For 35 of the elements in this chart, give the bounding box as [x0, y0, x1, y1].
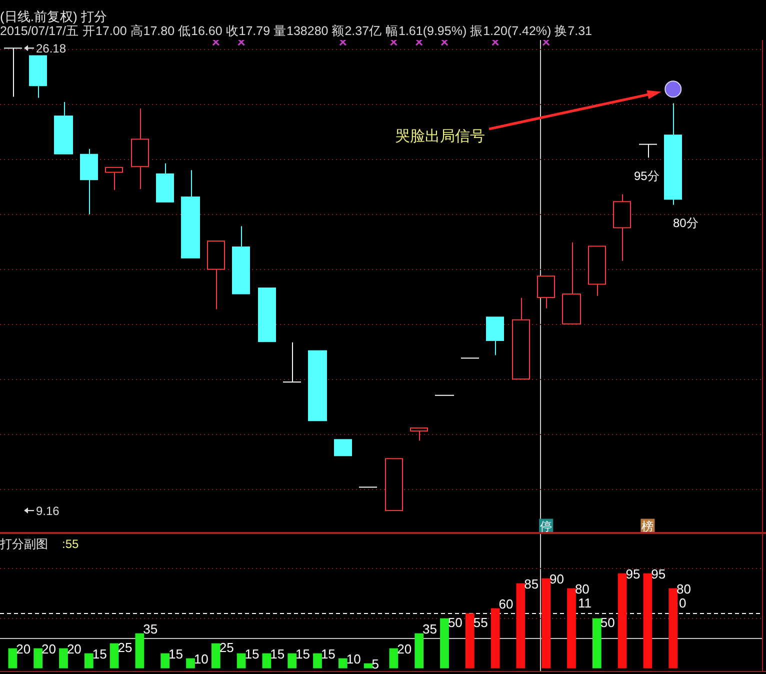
chart-title: 打分副图 [0, 537, 48, 551]
data-label: 15 [320, 646, 336, 662]
annotation: 哭脸出局信号 [395, 128, 485, 145]
data-label: 15 [244, 646, 260, 662]
text: (日线.前复权) 打分 [0, 9, 107, 24]
data-label: 80 [574, 581, 590, 596]
annotation: 80分 [673, 216, 698, 230]
annotation: 11 [578, 596, 592, 610]
data-label: 10 [194, 651, 208, 666]
data-label: 20 [16, 641, 31, 656]
data-label: 15 [168, 646, 184, 662]
data-label: 15 [92, 646, 107, 662]
data-label: 95 [651, 566, 666, 582]
data-label: 95 [626, 566, 640, 582]
data-label: 20 [42, 641, 56, 656]
annotation: 95分 [634, 169, 660, 183]
data-label: 90 [550, 571, 564, 586]
data-label: 10 [346, 651, 361, 666]
data-label: 85 [524, 576, 539, 592]
data-label: 榜 [642, 519, 654, 534]
text: :55 [62, 537, 80, 551]
data-label: 80 [676, 581, 692, 596]
data-label: 5 [372, 656, 379, 672]
y-tick-label: 26.18 [36, 42, 66, 56]
data-label: 35 [422, 622, 438, 636]
y-tick-label: 9.16 [36, 504, 60, 518]
annotation: 0 [679, 596, 686, 610]
data-label: 35 [143, 622, 158, 636]
data-label: 20 [397, 641, 412, 656]
data-label: 15 [270, 646, 285, 662]
data-label: 15 [296, 646, 310, 662]
data-label: 60 [498, 596, 514, 612]
data-label: 停 [540, 519, 552, 534]
data-label: 20 [66, 641, 82, 656]
chart-subtitle: 2015/07/17/五 开17.00 高17.80 低16.60 收17.79 量138280 额2.37亿 幅1.61(9.95%) 振1.20(7.42%) 换7.31 [0, 23, 592, 38]
